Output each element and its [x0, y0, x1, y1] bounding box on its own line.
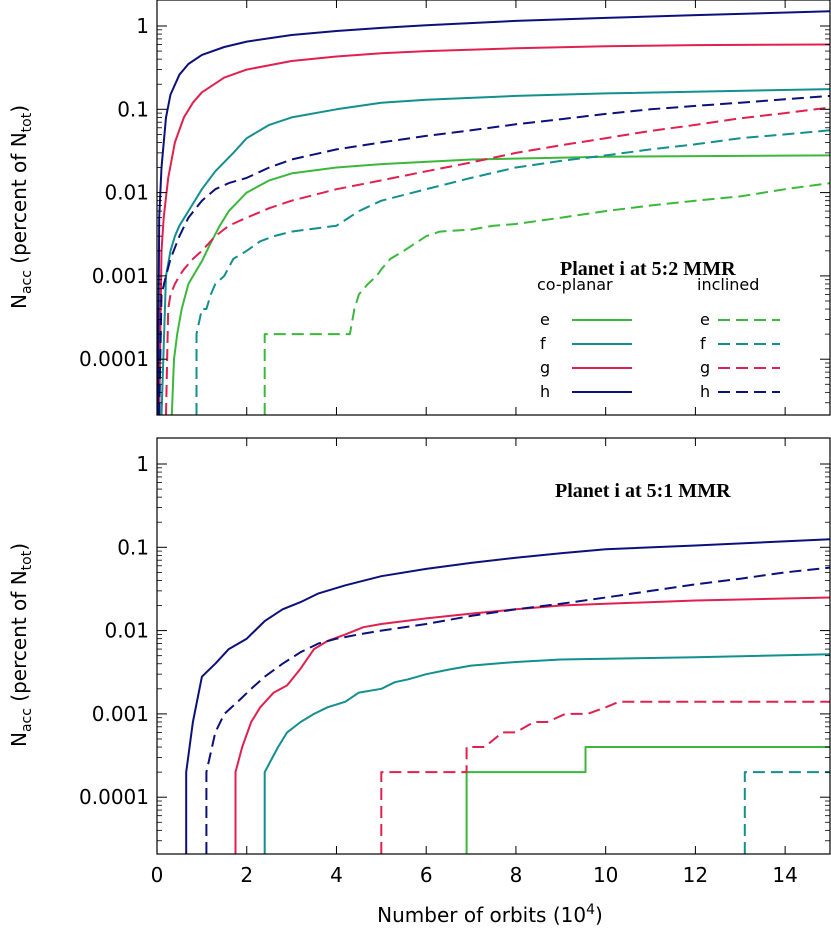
bottom-series-g-coplanar — [234, 596, 831, 854]
bottom-series-f-coplanar — [263, 653, 831, 854]
bottom-y-axis-title: Nacc (percent of Ntot) — [7, 543, 35, 747]
bottom-panel-title: Planet i at 5:1 MMR — [555, 480, 731, 502]
bottom-y-tick-label: 0.1 — [117, 535, 149, 559]
legend-label-inclined-f: f — [700, 334, 706, 353]
legend: co-planar inclined e ef fg gh h — [537, 275, 780, 401]
bottom-x-tick-label: 8 — [510, 863, 523, 887]
top-series-h-coplanar — [156, 10, 831, 416]
top-series-h-inclined — [158, 94, 831, 416]
bottom-y-axis-title-sub2: tot — [19, 550, 35, 570]
top-y-axis-title-sub: acc — [19, 270, 35, 294]
top-ticks: 0.0001 0.001 0.01 0.1 1 — [79, 0, 830, 415]
bottom-plot-frame — [156, 437, 831, 855]
bottom-series-group — [185, 538, 831, 854]
bottom-x-tick-label: 6 — [420, 863, 433, 887]
top-y-axis-title: Nacc (percent of Ntot) — [7, 105, 35, 309]
bottom-y-axis-title-main: N — [7, 732, 31, 747]
top-y-tick-label: 0.01 — [104, 181, 149, 205]
top-y-axis-title-sub2: tot — [19, 112, 35, 132]
legend-rows: e ef fg gh h — [540, 310, 780, 401]
top-y-tick-label: 0.0001 — [79, 347, 149, 371]
legend-header-inclined: inclined — [697, 275, 759, 294]
bottom-y-tick-label: 0.001 — [92, 702, 149, 726]
bottom-series-g-inclined — [380, 700, 830, 854]
top-y-tick-label: 1 — [136, 14, 149, 38]
top-series-group — [156, 10, 831, 416]
legend-label-coplanar-e: e — [540, 310, 550, 329]
top-y-axis-title-close: ) — [7, 105, 31, 113]
bottom-series-f-inclined — [743, 771, 830, 854]
legend-label-inclined-e: e — [700, 310, 710, 329]
x-axis-title-close: ) — [595, 903, 603, 927]
bottom-series-h-inclined — [205, 566, 831, 854]
bottom-y-axis-title-sub: acc — [19, 708, 35, 732]
top-series-g-inclined — [165, 106, 831, 416]
top-series-f-coplanar — [160, 88, 831, 416]
bottom-x-tick-label: 12 — [683, 863, 708, 887]
bottom-x-tick-label: 2 — [240, 863, 253, 887]
bottom-ticks: 0 2 4 6 8 10 12 14 0.0001 0.001 0.01 0.1 1 — [79, 438, 830, 887]
top-series-f-inclined — [195, 129, 831, 415]
bottom-y-tick-label: 1 — [136, 452, 149, 476]
x-axis-title-main: Number of orbits (10 — [377, 903, 586, 927]
legend-label-coplanar-h: h — [540, 382, 550, 401]
legend-header-coplanar: co-planar — [537, 275, 613, 294]
bottom-x-tick-label: 0 — [151, 863, 164, 887]
bottom-series-h-coplanar — [185, 538, 831, 854]
legend-label-inclined-h: h — [700, 382, 710, 401]
legend-label-coplanar-f: f — [540, 334, 546, 353]
x-axis-title: Number of orbits (104) — [377, 902, 603, 927]
top-series-g-coplanar — [158, 43, 831, 416]
top-y-tick-label: 0.1 — [117, 97, 149, 121]
bottom-y-tick-label: 0.01 — [104, 619, 149, 643]
bottom-x-tick-label: 14 — [772, 863, 797, 887]
top-panel-title: Planet i at 5:2 MMR — [560, 258, 736, 280]
top-y-axis-title-rest: (percent of N — [7, 132, 31, 270]
x-axis-title-sup: 4 — [586, 902, 595, 918]
bottom-x-tick-label: 4 — [330, 863, 343, 887]
top-y-tick-label: 0.001 — [92, 264, 149, 288]
top-plot-frame — [156, 0, 831, 416]
bottom-series-e-coplanar — [465, 746, 830, 854]
legend-label-inclined-g: g — [700, 358, 710, 377]
top-y-axis-title-main: N — [7, 294, 31, 309]
bottom-y-tick-label: 0.0001 — [79, 785, 149, 809]
bottom-y-axis-title-rest: (percent of N — [7, 570, 31, 708]
top-series-e-inclined — [263, 182, 831, 415]
bottom-y-axis-title-close: ) — [7, 543, 31, 551]
top-series-e-coplanar — [170, 154, 831, 416]
panel-bottom: 0 2 4 6 8 10 12 14 0.0001 0.001 0.01 0.1 1 Planet i … — [7, 437, 831, 927]
legend-label-coplanar-g: g — [540, 358, 550, 377]
bottom-x-tick-label: 10 — [593, 863, 618, 887]
